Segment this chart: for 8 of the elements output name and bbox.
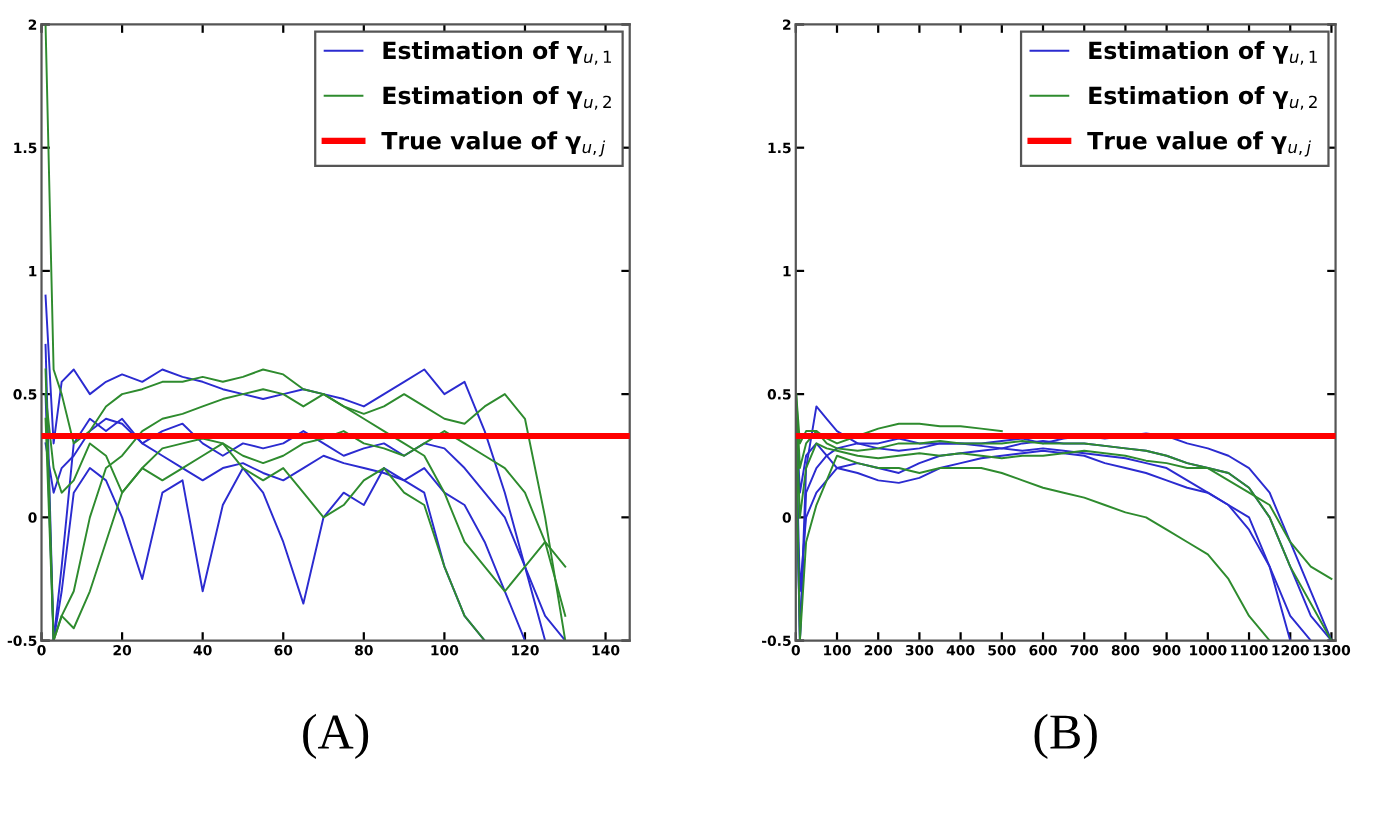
legend-label: True value of γ$_{u,j}$ bbox=[1087, 131, 1311, 157]
legend-label: Estimation of γ$_{u,1}$ bbox=[383, 41, 612, 65]
x-axis-title: (B) bbox=[1034, 713, 1097, 760]
legend-label: Estimation of γ$_{u,2}$ bbox=[1089, 86, 1317, 110]
legend-label: Estimation of γ$_{u,2}$ bbox=[383, 86, 611, 110]
legend-label: True value of γ$_{u,j}$ bbox=[381, 131, 606, 157]
x-axis-title: (A) bbox=[303, 713, 369, 760]
legend-label: Estimation of γ$_{u,1}$ bbox=[1089, 41, 1317, 65]
